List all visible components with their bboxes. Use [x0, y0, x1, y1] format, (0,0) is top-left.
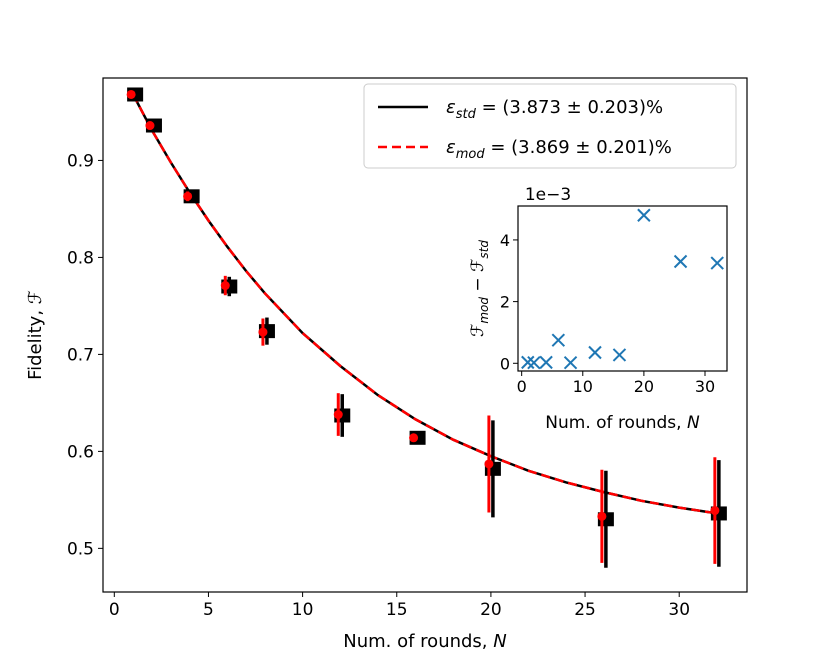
y-tick-label: 0.7 [67, 345, 94, 365]
inset-x-marker [637, 208, 651, 222]
inset-y-tick-label: 4 [500, 231, 510, 250]
inset-x-marker [673, 254, 688, 269]
inset-x-marker [521, 355, 535, 370]
inset-x-tick-label: 0 [517, 377, 527, 396]
legend-mod-label: εmod = (3.869 ± 0.201)% [446, 137, 672, 162]
inset-x-marker [563, 355, 578, 370]
inset-x-marker-stroke [710, 256, 724, 270]
mod-circle-marker [258, 327, 268, 337]
main-y-axis-label: Fidelity, ℱ [25, 290, 46, 380]
y-tick-label: 0.5 [67, 539, 94, 559]
main-x-ticks: 0 5 10 15 20 25 30 [109, 592, 690, 620]
inset-x-marker [710, 256, 724, 270]
mod-circle-marker [409, 433, 419, 443]
inset-x-marker [527, 355, 541, 370]
inset-offset-label: 1e−3 [525, 185, 571, 205]
inset-y-tick-label: 2 [500, 293, 510, 312]
x-tick-label: 25 [574, 600, 596, 620]
main-x-axis-label: Num. of rounds, N [343, 631, 506, 652]
inset-x-marker-stroke [527, 355, 541, 370]
inset-x-ticks: 0 10 20 30 [517, 371, 715, 396]
inset-x-marker [612, 348, 627, 362]
inset-y-axis-label: ℱmod − ℱstd [468, 240, 491, 337]
inset-x-marker-stroke [563, 355, 578, 370]
y-tick-label: 0.9 [67, 151, 94, 171]
inset-x-marker-stroke [673, 254, 688, 269]
mod-circle-marker [183, 191, 193, 201]
data-points [126, 87, 727, 568]
x-tick-label: 0 [109, 600, 120, 620]
mod-circle-marker [484, 459, 494, 469]
inset-x-marker-stroke [551, 333, 566, 347]
x-tick-label: 15 [386, 600, 408, 620]
mod-circle-marker [333, 410, 343, 420]
mod-circle-marker [220, 281, 230, 291]
inset-y-ticks: 0 2 4 [500, 231, 518, 373]
legend-box [363, 83, 737, 169]
mod-circle-marker [145, 121, 155, 131]
x-tick-label: 5 [203, 600, 214, 620]
inset-x-marker [539, 355, 553, 370]
inset-x-marker [551, 333, 566, 347]
mod-circle-marker [126, 89, 136, 99]
main-y-ticks: 0.5 0.6 0.7 0.8 0.9 [67, 151, 103, 559]
x-tick-label: 30 [668, 600, 690, 620]
inset-x-tick-label: 30 [695, 377, 715, 396]
mod-circle-marker [710, 506, 720, 516]
main-axes: 0 5 10 15 20 25 30 0.50.60.70.80.9 Num. of rou… [25, 77, 748, 652]
inset-x-marker-stroke [637, 208, 651, 222]
inset-x-marker [588, 345, 602, 360]
inset-x-marker-stroke [588, 345, 602, 360]
inset-y-tick-label: 0 [500, 354, 510, 373]
main-axes-frame [102, 77, 748, 593]
y-tick-label: 0.6 [67, 442, 94, 462]
inset-background [518, 206, 727, 371]
y-tick-label: 0.8 [67, 248, 94, 268]
x-tick-label: 20 [480, 600, 502, 620]
legend-std-label: εstd = (3.873 ± 0.203)% [446, 97, 663, 122]
inset-axes-frame [517, 205, 728, 372]
inset-x-axis-label: Num. of rounds, N [545, 413, 700, 433]
x-tick-label: 10 [292, 600, 314, 620]
inset-axes: 0 10 20 30 0 2 4 1e−3 Num. of rounds, N ℱmod … [468, 185, 728, 433]
inset-x-marker-stroke [521, 355, 535, 370]
inset-x-tick-label: 20 [634, 377, 654, 396]
inset-x-marker-stroke [612, 348, 627, 362]
inset-x-marker-stroke [539, 355, 553, 370]
inset-data-points [521, 208, 724, 370]
inset-x-tick-label: 10 [573, 377, 593, 396]
mod-circle-marker [597, 511, 607, 521]
legend: εstd = (3.873 ± 0.203)% εmod = (3.869 ± … [363, 83, 737, 169]
